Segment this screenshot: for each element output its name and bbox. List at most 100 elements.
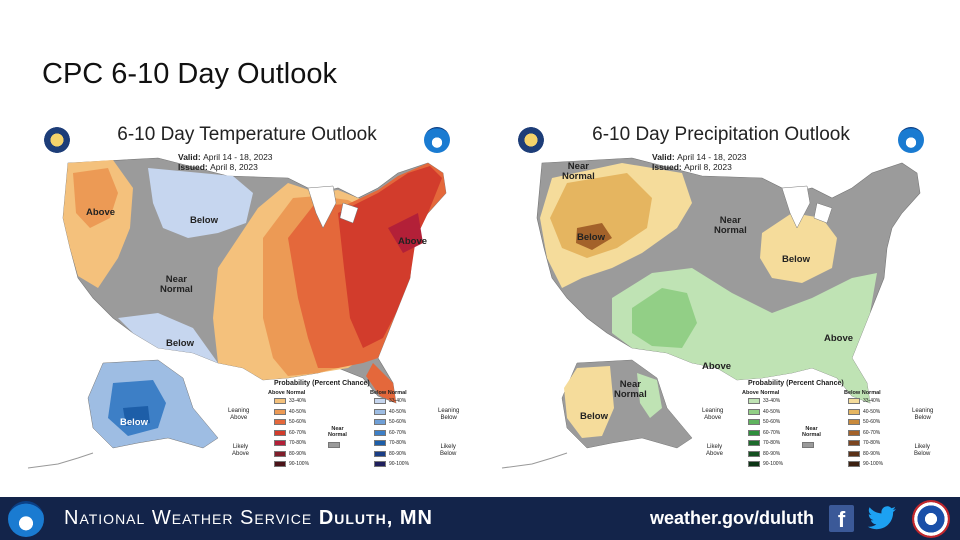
legend-above-label: 60-70% (763, 429, 781, 436)
temperature-valid-dates: Valid: April 14 - 18, 2023 Issued: April… (178, 152, 273, 172)
valid-value: April 14 - 18, 2023 (203, 152, 273, 162)
legend-below-item: 80-90% (848, 450, 880, 457)
legend-below-label: 40-50% (389, 408, 407, 415)
legend-above-label: 70-80% (289, 440, 307, 446)
legend-above-swatch (274, 429, 286, 436)
legend-below-label: 33-40% (863, 398, 881, 404)
legend-above-item: 40-50% (748, 408, 780, 415)
precipitation-valid-dates: Valid: April 14 - 18, 2023 Issued: April… (652, 152, 747, 172)
legend-above-swatch (274, 461, 286, 467)
legend-above-item: 90-100% (274, 461, 309, 467)
legend-normal-swatch (328, 442, 340, 448)
twitter-icon[interactable] (866, 503, 898, 533)
legend-above-label: 50-60% (763, 419, 781, 425)
temperature-below-north (148, 168, 253, 238)
precipitation-above-south-core (632, 288, 697, 348)
precipitation-below-west-mid (550, 173, 652, 258)
valid-label: Valid: (178, 152, 201, 162)
precipitation-label-above-south: Above (702, 361, 732, 372)
precipitation-alaska-above (637, 373, 662, 418)
precipitation-outlook-map: 6-10 Day Precipitation Outlook Valid: Ap… (492, 118, 950, 488)
temperature-aleutians (27, 452, 94, 469)
precipitation-label-below-west: Below (577, 232, 605, 243)
temperature-label-near-normal: Near Normal (160, 274, 193, 295)
temperature-label-below-north: Below (190, 215, 218, 226)
legend-below-swatch (374, 440, 386, 446)
noaa-logo-icon[interactable] (8, 501, 44, 537)
legend-above-swatch (748, 398, 760, 404)
temperature-florida (366, 363, 396, 403)
legend-above-item: 60-70% (274, 429, 306, 436)
legend-above-item: 80-90% (748, 450, 780, 457)
legend-above-swatch (748, 440, 760, 446)
precipitation-below-west-core (576, 223, 612, 250)
legend-below-swatch (848, 429, 860, 436)
legend-below-head: Below Normal (844, 390, 881, 396)
legend-above-item: 33-40% (748, 398, 780, 404)
temperature-outlook-map: 6-10 Day Temperature Outlook Valid: Apri… (18, 118, 476, 488)
temperature-map-graphic (27, 157, 447, 469)
precipitation-map-graphic (501, 157, 921, 469)
legend-below-swatch (374, 408, 386, 415)
legend-below-swatch (374, 419, 386, 425)
legend-above-label: 50-60% (289, 419, 307, 425)
temperature-great-lakes (307, 185, 359, 229)
legend-below-item: 40-50% (374, 408, 407, 415)
precipitation-below-midwest (760, 213, 837, 283)
legend-above-swatch (274, 408, 286, 415)
noaa-logo-icon (898, 127, 924, 153)
legend-above-swatch (748, 461, 760, 467)
legend-above-swatch (274, 398, 286, 404)
precipitation-alaska-below (564, 366, 614, 438)
legend-leaning-above: Leaning Above (702, 408, 724, 421)
legend-below-label: 60-70% (863, 429, 881, 436)
legend-above-item: 70-80% (274, 440, 306, 446)
temperature-alaska-peak (123, 406, 150, 426)
nws-seal-icon[interactable] (912, 500, 950, 538)
legend-above-item: 50-60% (748, 419, 780, 425)
legend-near-normal: Near Normal (328, 426, 347, 438)
website-link[interactable]: weather.gov/duluth (650, 508, 815, 528)
temperature-below-southwest (118, 313, 218, 363)
legend-above-label: 80-90% (289, 450, 307, 457)
legend-below-swatch (374, 461, 386, 467)
legend-leaning-above: Leaning Above (228, 408, 250, 421)
agency-name: National Weather Service Duluth, MN (64, 507, 433, 530)
legend-below-item: 40-50% (848, 408, 881, 415)
legend-below-item: 70-80% (848, 440, 880, 446)
legend-below-label: 50-60% (863, 419, 881, 425)
precipitation-label-near-normal-nw: Near Normal (562, 161, 595, 182)
legend-below-label: 33-40% (389, 398, 407, 404)
legend-below-label: 70-80% (863, 440, 881, 446)
legend-above-item: 70-80% (748, 440, 780, 446)
slide-title: CPC 6-10 Day Outlook (42, 58, 337, 90)
legend-below-swatch (848, 450, 860, 457)
valid-label: Valid: (652, 152, 675, 162)
commerce-seal-icon (518, 127, 544, 153)
legend-below-head: Below Normal (370, 390, 407, 396)
footer-banner: National Weather Service Duluth, MN weat… (0, 497, 960, 540)
legend-above-label: 90-100% (289, 461, 310, 467)
facebook-icon[interactable]: f (829, 505, 854, 532)
issued-label: Issued: (652, 162, 682, 172)
legend-near-normal: Near Normal (802, 426, 821, 438)
precipitation-aleutians (501, 452, 568, 469)
legend-below-swatch (848, 398, 860, 404)
legend-above-swatch (748, 429, 760, 436)
legend-below-label: 40-50% (863, 408, 881, 415)
precipitation-great-lakes (781, 185, 833, 229)
legend-below-item: 70-80% (374, 440, 406, 446)
legend-below-item: 50-60% (374, 419, 406, 425)
legend-above-label: 40-50% (289, 408, 307, 415)
legend-above-swatch (748, 408, 760, 415)
legend-below-label: 70-80% (389, 440, 407, 446)
legend-above-item: 90-100% (748, 461, 783, 467)
precipitation-label-above-southeast: Above (824, 333, 854, 344)
precipitation-label-below-midwest: Below (782, 254, 810, 265)
legend-leaning-below: Leaning Below (438, 408, 460, 421)
temperature-label-above-east: Above (398, 236, 428, 247)
legend-above-label: 33-40% (763, 398, 781, 404)
legend-below-swatch (374, 450, 386, 457)
legend-below-label: 90-100% (863, 461, 884, 467)
precipitation-legend: Probability (Percent Chance) Above Norma… (702, 380, 948, 484)
